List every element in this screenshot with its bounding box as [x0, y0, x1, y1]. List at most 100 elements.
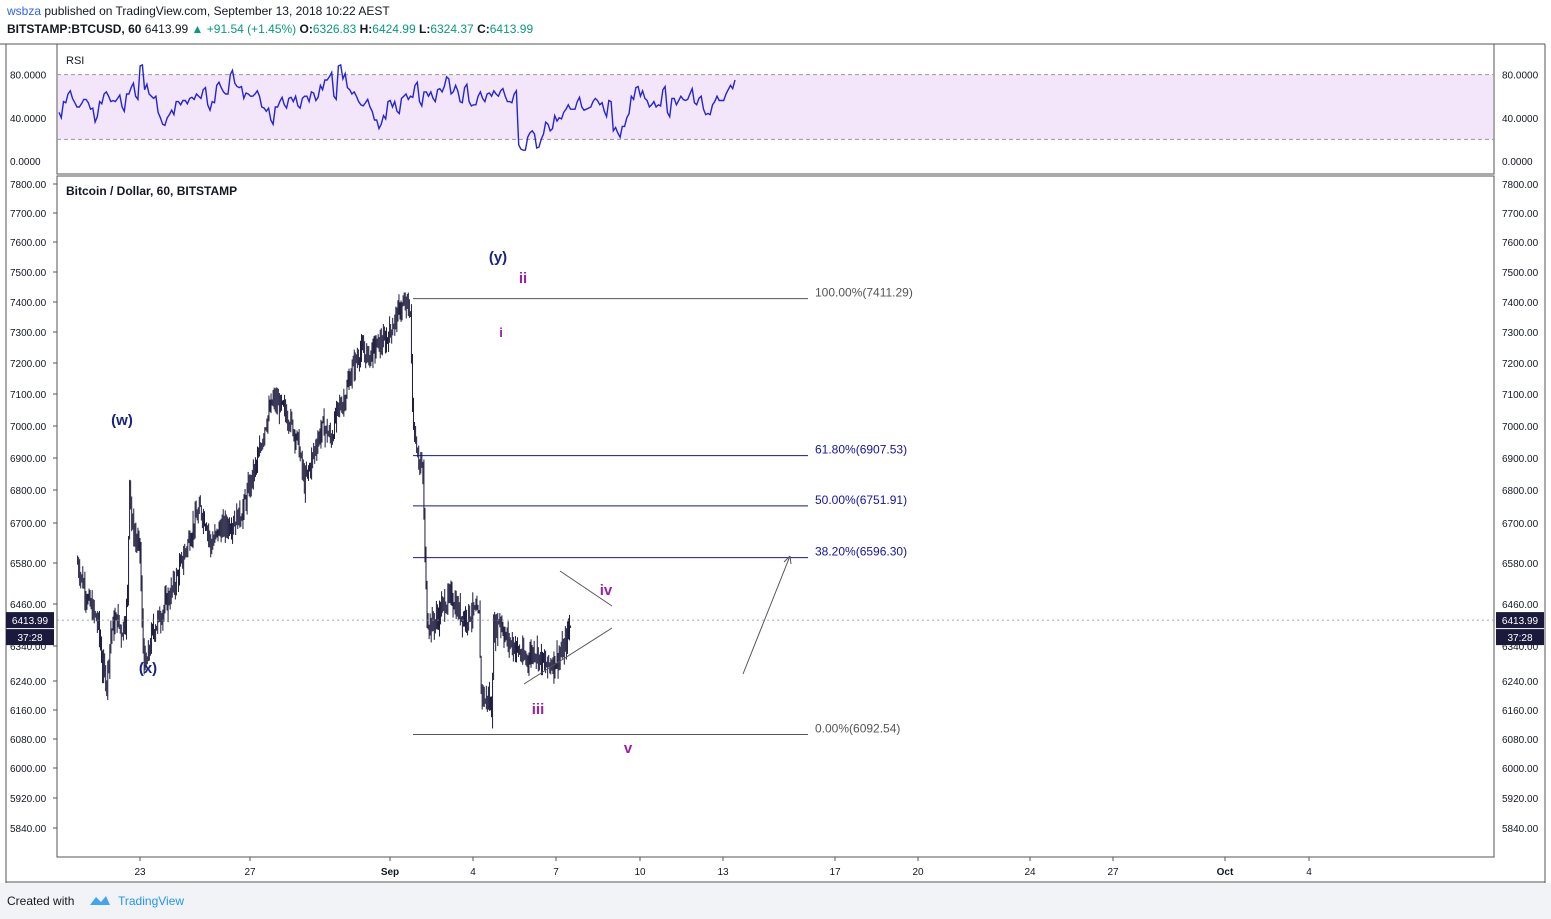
last-price-value: 6413.99	[12, 616, 49, 627]
price-y-tick-right: 6340.00	[1502, 642, 1539, 653]
price-chart-title: Bitcoin / Dollar, 60, BITSTAMP	[66, 184, 237, 198]
high-value: 6424.99	[372, 22, 416, 36]
high-label: H:	[359, 22, 373, 36]
x-tick-label: 24	[1024, 867, 1036, 878]
rsi-title: RSI	[66, 55, 84, 67]
low-value: 6324.37	[430, 22, 474, 36]
price-y-tick-right: 6160.00	[1502, 706, 1539, 717]
fib-level-label: 61.80%(6907.53)	[815, 443, 907, 457]
wave-label: iii	[532, 701, 545, 718]
x-tick-label: 7	[553, 867, 559, 878]
x-tick-label: 20	[912, 867, 924, 878]
rsi-y-tick-left: 80.0000	[10, 71, 47, 82]
countdown-value: 37:28	[1507, 633, 1532, 644]
price-y-tick-right: 7200.00	[1502, 359, 1539, 370]
price-panel-frame	[56, 175, 1495, 858]
fib-level-label: 38.20%(6596.30)	[815, 545, 907, 559]
arrow-head-icon	[783, 555, 792, 565]
close-label: C:	[477, 22, 490, 36]
price-y-tick-right: 5920.00	[1502, 794, 1539, 805]
price-y-tick-left: 7000.00	[10, 422, 47, 433]
wave-label: (w)	[111, 412, 133, 429]
wave-label: (x)	[139, 660, 157, 677]
x-tick-label: 4	[1306, 867, 1312, 878]
price-y-tick-left: 6160.00	[10, 706, 47, 717]
price-y-tick-left: 7600.00	[10, 238, 47, 249]
wave-label: iv	[600, 582, 613, 599]
x-tick-label: 27	[1107, 867, 1119, 878]
price-y-tick-left: 6580.00	[10, 559, 47, 570]
price-y-tick-left: 7300.00	[10, 328, 47, 339]
price-y-tick-left: 6080.00	[10, 735, 47, 746]
price-y-tick-left: 5840.00	[10, 824, 47, 835]
price-y-tick-left: 7400.00	[10, 298, 47, 309]
triangle-upper-line	[559, 570, 613, 607]
price-y-tick-left: 6460.00	[10, 600, 47, 611]
last-price-value: 6413.99	[1502, 616, 1539, 627]
x-tick-label: Oct	[1217, 867, 1234, 878]
close-value: 6413.99	[489, 22, 534, 36]
price-y-tick-right: 6580.00	[1502, 559, 1539, 570]
author-link[interactable]: wsbza	[7, 4, 42, 18]
x-tick-label: 4	[470, 867, 476, 878]
price-y-tick-right: 7800.00	[1502, 180, 1539, 191]
x-tick-label: 13	[717, 867, 729, 878]
price-y-tick-right: 6240.00	[1502, 677, 1539, 688]
change-up-icon: ▲	[191, 22, 204, 36]
x-tick-label: Sep	[381, 867, 399, 878]
countdown-badge-right	[1496, 629, 1544, 646]
low-label: L:	[419, 22, 431, 36]
projection-arrow	[742, 555, 791, 675]
rsi-y-tick-left: 40.0000	[10, 114, 47, 125]
price-y-tick-left: 7500.00	[10, 268, 47, 279]
price-y-tick-left: 5920.00	[10, 794, 47, 805]
publish-info: wsbza published on TradingView.com, Sept…	[7, 4, 390, 18]
price-y-tick-left: 7700.00	[10, 209, 47, 220]
last-price-badge-right	[1496, 612, 1544, 629]
price-y-tick-right: 7400.00	[1502, 298, 1539, 309]
x-tick-label: 17	[829, 867, 841, 878]
triangle-lower-line	[523, 627, 613, 685]
price-y-tick-left: 7800.00	[10, 180, 47, 191]
published-text: published on TradingView.com, September …	[44, 4, 390, 18]
last-price: 6413.99	[144, 22, 189, 36]
symbol-info: BITSTAMP:BTCUSD, 60 6413.99 ▲ +91.54 (+1…	[7, 22, 533, 36]
price-y-tick-right: 6460.00	[1502, 600, 1539, 611]
wave-label: v	[624, 740, 633, 757]
price-y-tick-right: 7700.00	[1502, 209, 1539, 220]
price-y-tick-right: 6900.00	[1502, 454, 1539, 465]
price-y-tick-left: 6700.00	[10, 519, 47, 530]
price-y-tick-right: 5840.00	[1502, 824, 1539, 835]
price-y-tick-left: 6000.00	[10, 764, 47, 775]
price-y-tick-right: 7600.00	[1502, 238, 1539, 249]
countdown-badge-left	[6, 629, 54, 646]
tradingview-logo-icon	[90, 896, 110, 905]
rsi-y-tick-right: 0.0000	[1502, 157, 1533, 168]
rsi-panel-frame	[56, 43, 1495, 175]
price-y-tick-right: 6000.00	[1502, 764, 1539, 775]
open-label: O:	[299, 22, 313, 36]
wave-label: i	[499, 325, 503, 340]
price-y-tick-right: 7000.00	[1502, 422, 1539, 433]
price-y-tick-left: 6340.00	[10, 642, 47, 653]
wave-label: (y)	[489, 249, 507, 266]
fib-level-label: 0.00%(6092.54)	[815, 721, 900, 735]
price-y-tick-right: 7300.00	[1502, 328, 1539, 339]
rsi-y-tick-left: 0.0000	[10, 157, 41, 168]
candles-group	[77, 292, 572, 729]
price-y-tick-right: 7100.00	[1502, 390, 1539, 401]
footer: Created with TradingView	[0, 883, 1551, 919]
fib-level-label: 100.00%(7411.29)	[815, 286, 913, 300]
rsi-line	[58, 63, 736, 151]
rsi-y-tick-right: 80.0000	[1502, 71, 1539, 82]
countdown-value: 37:28	[17, 633, 42, 644]
last-price-badge-left	[6, 612, 54, 629]
price-y-tick-left: 6240.00	[10, 677, 47, 688]
price-y-tick-right: 7500.00	[1502, 268, 1539, 279]
x-tick-label: 23	[134, 867, 146, 878]
created-with-text: Created with	[7, 894, 75, 908]
price-y-tick-right: 6080.00	[1502, 735, 1539, 746]
tradingview-brand-link[interactable]: TradingView	[118, 894, 185, 908]
price-y-tick-left: 7200.00	[10, 359, 47, 370]
